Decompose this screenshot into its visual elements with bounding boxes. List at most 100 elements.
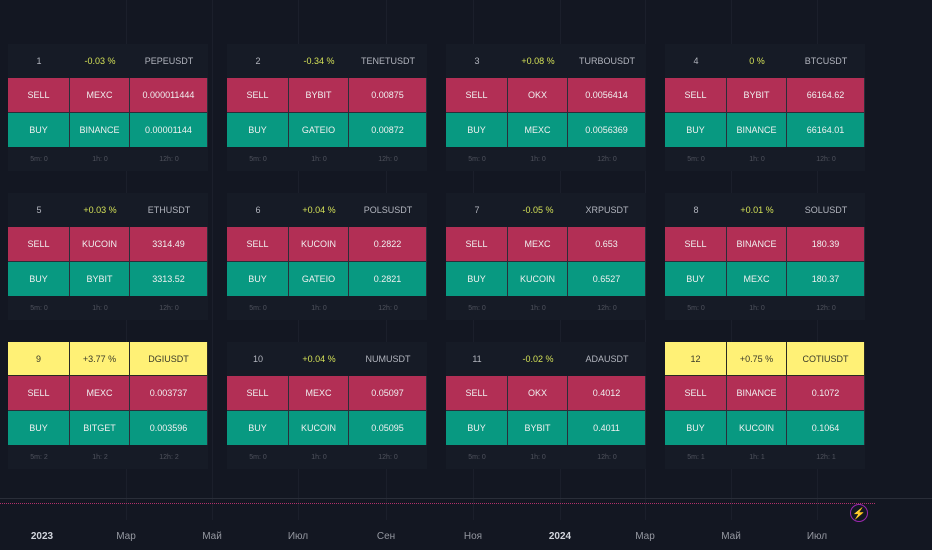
buy-label: BUY [8, 262, 70, 296]
count-12h: 12h: 0 [816, 304, 836, 312]
lightning-icon[interactable]: ⚡ [850, 504, 868, 522]
sell-label: SELL [8, 78, 70, 112]
panel-header: 8 +0.01 % SOLUSDT [665, 193, 865, 227]
sell-label: SELL [446, 376, 508, 410]
spread-percent: +0.75 % [727, 342, 787, 376]
time-axis-label: Мар [116, 531, 136, 542]
count-1h: 1h: 0 [311, 155, 327, 163]
panel-footer: 5m: 0 1h: 0 12h: 0 [8, 296, 208, 320]
time-axis-label: Сен [376, 531, 396, 542]
panel-header: 7 -0.05 % XRPUSDT [446, 193, 646, 227]
sell-exchange: KUCOIN [70, 227, 130, 261]
buy-exchange: KUCOIN [727, 411, 787, 445]
buy-exchange: BINANCE [727, 113, 787, 147]
sell-row: SELL KUCOIN 3314.49 [8, 227, 208, 262]
buy-price: 0.2821 [349, 262, 427, 296]
panel-index: 4 [693, 56, 699, 66]
sell-price: 0.2822 [349, 227, 427, 261]
count-12h: 12h: 0 [597, 453, 617, 461]
panel-header: 12 +0.75 % COTIUSDT [665, 342, 865, 376]
panel-footer: 5m: 0 1h: 0 12h: 0 [446, 147, 646, 171]
panel-index: 9 [8, 342, 70, 376]
arb-panel: 10 +0.04 % NUMUSDT SELL MEXC 0.05097 BUY KUCOIN… [227, 342, 427, 469]
buy-row: BUY BINANCE 0.00001144 [8, 113, 208, 147]
count-1h: 1h: 0 [92, 304, 108, 312]
count-12h: 12h: 0 [597, 304, 617, 312]
count-12h: 12h: 0 [159, 155, 179, 163]
count-1h: 1h: 0 [749, 155, 765, 163]
sell-label: SELL [665, 78, 727, 112]
panel-footer: 5m: 0 1h: 0 12h: 0 [227, 296, 427, 320]
panel-header: 10 +0.04 % NUMUSDT [227, 342, 427, 376]
panel-index: 3 [474, 56, 480, 66]
panel-header: 11 -0.02 % ADAUSDT [446, 342, 646, 376]
panel-index: 1 [36, 56, 42, 66]
buy-row: BUY MEXC 0.0056369 [446, 113, 646, 147]
arb-panel: 9 +3.77 % DGIUSDT SELL MEXC 0.003737 BUY BITGET… [8, 342, 208, 469]
buy-row: BUY KUCOIN 0.6527 [446, 262, 646, 296]
sell-label: SELL [227, 78, 289, 112]
spread-percent: +3.77 % [70, 342, 130, 376]
sell-row: SELL BINANCE 0.1072 [665, 376, 865, 411]
panel-header: 5 +0.03 % ETHUSDT [8, 193, 208, 227]
buy-row: BUY GATEIO 0.00872 [227, 113, 427, 147]
sell-exchange: MEXC [508, 227, 568, 261]
panel-footer: 5m: 0 1h: 0 12h: 0 [227, 445, 427, 469]
spread-percent: 0 % [749, 56, 765, 66]
buy-exchange: BYBIT [508, 411, 568, 445]
symbol: COTIUSDT [787, 342, 865, 376]
sell-row: SELL BYBIT 0.00875 [227, 78, 427, 113]
buy-label: BUY [227, 262, 289, 296]
count-5m: 5m: 0 [249, 155, 267, 163]
panel-index: 6 [255, 205, 261, 215]
buy-row: BUY BITGET 0.003596 [8, 411, 208, 445]
sell-price: 66164.62 [787, 78, 865, 112]
symbol: PEPEUSDT [144, 56, 194, 66]
buy-exchange: MEXC [727, 262, 787, 296]
panel-footer: 5m: 0 1h: 0 12h: 0 [665, 147, 865, 171]
buy-label: BUY [665, 113, 727, 147]
count-5m: 5m: 0 [30, 304, 48, 312]
sell-label: SELL [8, 227, 70, 261]
buy-exchange: BITGET [70, 411, 130, 445]
spread-percent: -0.03 % [84, 56, 116, 66]
count-12h: 12h: 1 [816, 453, 836, 461]
panel-footer: 5m: 1 1h: 1 12h: 1 [665, 445, 865, 469]
buy-label: BUY [665, 262, 727, 296]
sell-price: 0.00875 [349, 78, 427, 112]
panel-index: 7 [474, 205, 480, 215]
buy-row: BUY BYBIT 3313.52 [8, 262, 208, 296]
buy-row: BUY GATEIO 0.2821 [227, 262, 427, 296]
sell-row: SELL BYBIT 66164.62 [665, 78, 865, 113]
count-1h: 1h: 0 [530, 155, 546, 163]
symbol: TENETUSDT [361, 56, 415, 66]
buy-row: BUY MEXC 180.37 [665, 262, 865, 296]
count-1h: 1h: 0 [530, 453, 546, 461]
count-12h: 12h: 0 [378, 155, 398, 163]
symbol: ETHUSDT [147, 205, 191, 215]
count-12h: 12h: 0 [378, 453, 398, 461]
count-1h: 1h: 0 [749, 304, 765, 312]
count-5m: 5m: 0 [249, 304, 267, 312]
grid-line [212, 0, 213, 520]
time-axis-label: Ноя [463, 531, 483, 542]
time-axis-label: 2024 [548, 531, 572, 542]
buy-price: 66164.01 [787, 113, 865, 147]
spread-percent: -0.05 % [522, 205, 554, 215]
time-axis-label: Июл [287, 531, 309, 542]
sell-row: SELL OKX 0.0056414 [446, 78, 646, 113]
count-5m: 5m: 0 [687, 304, 705, 312]
buy-row: BUY BINANCE 66164.01 [665, 113, 865, 147]
buy-price: 0.00872 [349, 113, 427, 147]
buy-exchange: KUCOIN [289, 411, 349, 445]
sell-exchange: OKX [508, 78, 568, 112]
panel-index: 2 [255, 56, 261, 66]
sell-label: SELL [446, 227, 508, 261]
count-5m: 5m: 2 [30, 453, 48, 461]
symbol: NUMUSDT [365, 354, 411, 364]
sell-row: SELL MEXC 0.05097 [227, 376, 427, 411]
sell-exchange: MEXC [70, 78, 130, 112]
panel-index: 8 [693, 205, 699, 215]
buy-label: BUY [665, 411, 727, 445]
